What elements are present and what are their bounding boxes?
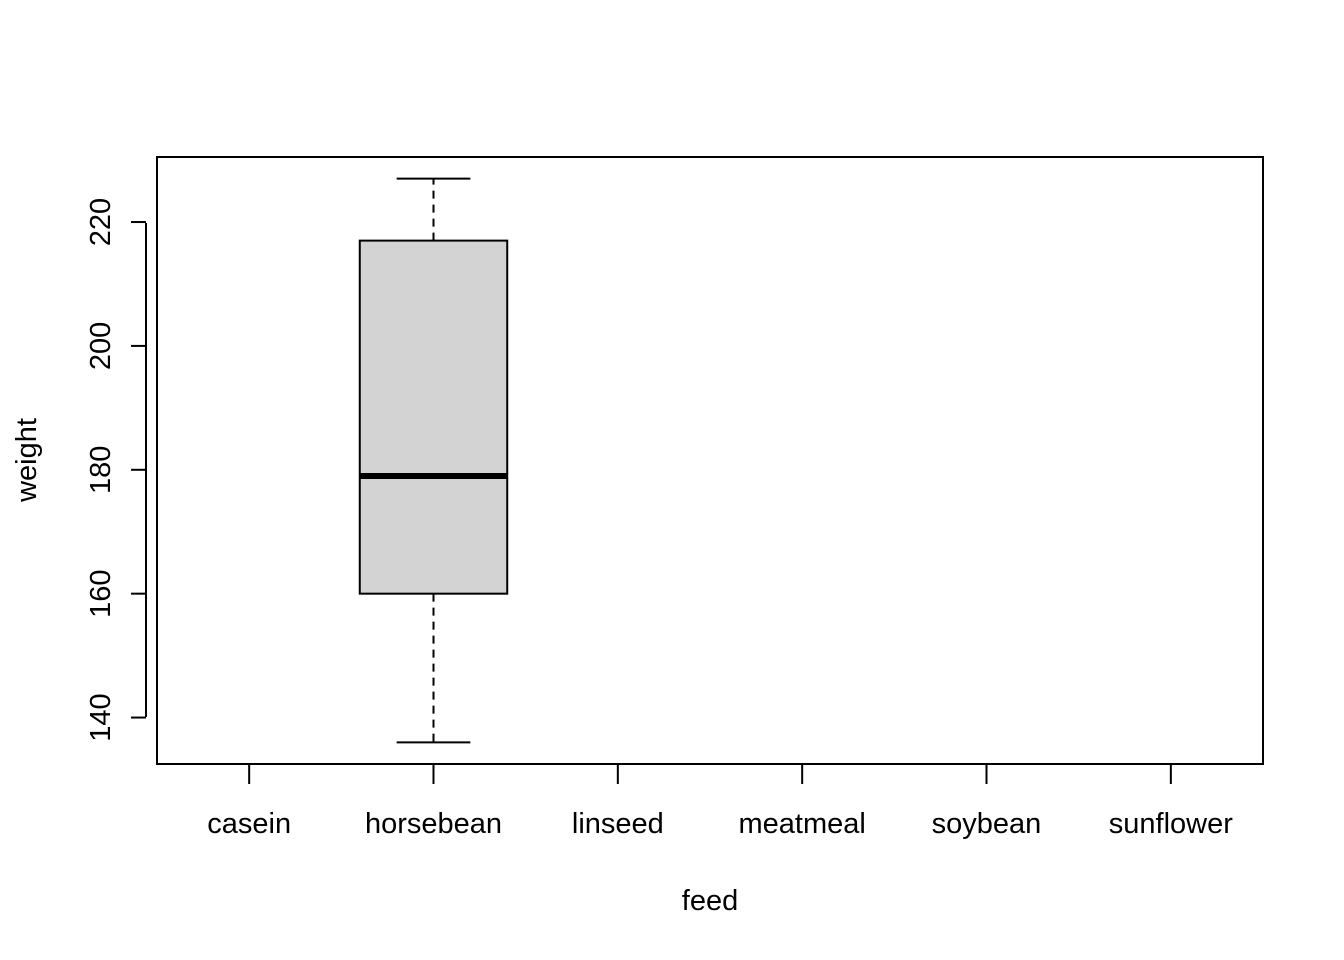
y-tick-label: 180 — [85, 446, 117, 494]
x-tick-label: meatmeal — [739, 808, 866, 840]
boxes — [358, 177, 509, 744]
y-tick-label: 140 — [85, 693, 117, 741]
x-tick-label: sunflower — [1109, 808, 1233, 840]
x-axis-title: feed — [682, 885, 738, 917]
y-tick-label: 200 — [85, 322, 117, 370]
y-tick-label: 220 — [85, 198, 117, 246]
plot-frame — [156, 156, 1264, 765]
box-horsebean — [358, 177, 509, 744]
x-tick-label: horsebean — [365, 808, 502, 840]
x-tick-label: soybean — [932, 808, 1042, 840]
y-axis-title: weight — [11, 418, 43, 503]
y-tick-label: 160 — [85, 569, 117, 617]
x-tick-label: linseed — [572, 808, 664, 840]
box-iqr — [358, 239, 509, 595]
x-tick-label: casein — [207, 808, 291, 840]
y-axis: 140 160 180 200 220 — [85, 198, 147, 742]
x-axis: casein horsebean linseed meatmeal soybean sun… — [207, 764, 1233, 840]
